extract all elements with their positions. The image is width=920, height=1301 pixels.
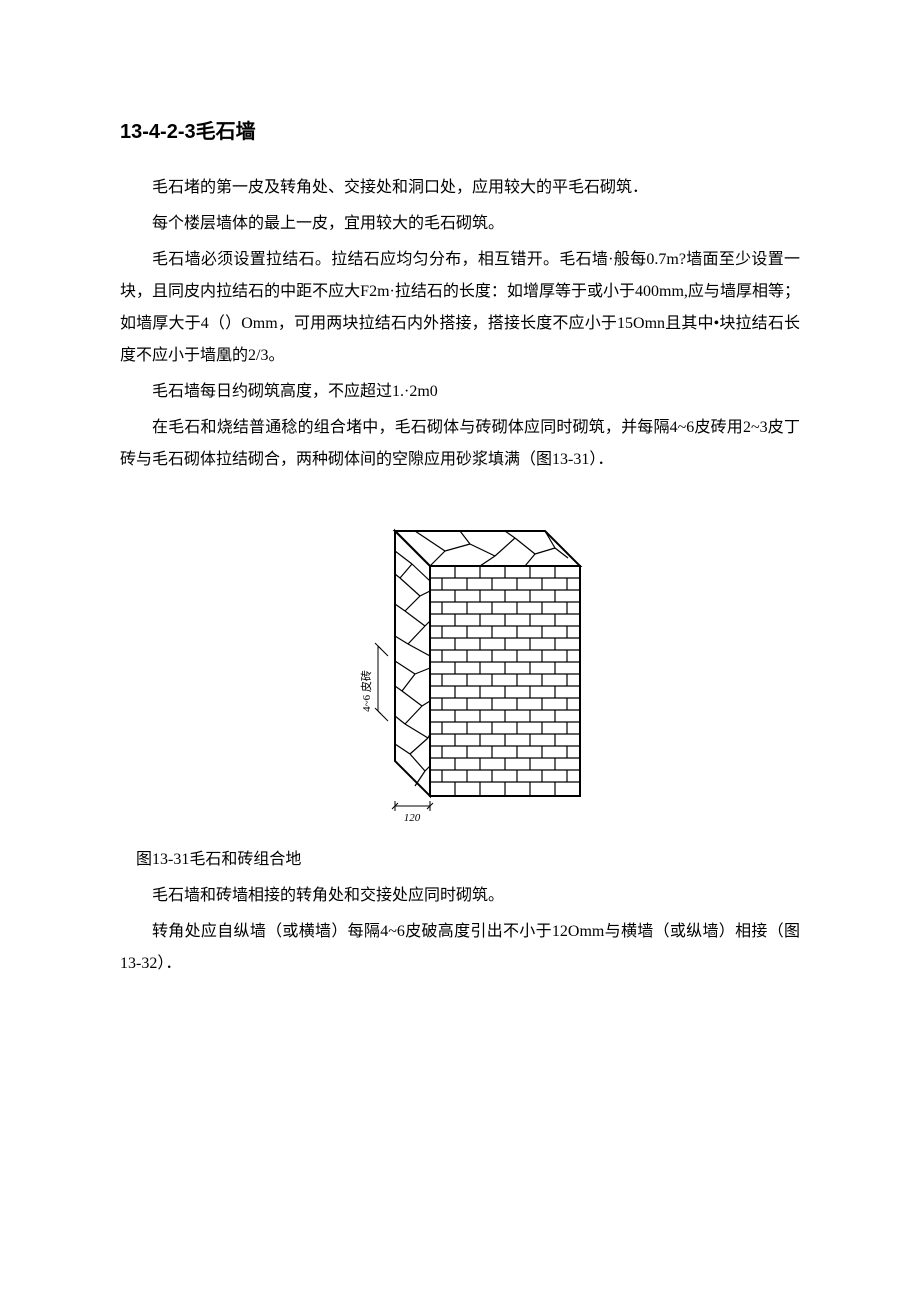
paragraph-2: 每个楼层墙体的最上一皮，宜用较大的毛石砌筑。 (120, 208, 800, 240)
section-heading: 13-4-2-3毛石墙 (120, 115, 800, 144)
paragraph-1: 毛石堵的第一皮及转角处、交接处和洞口处，应用较大的平毛石砌筑． (120, 172, 800, 204)
figure-13-31: 4~6 皮砖 120 (120, 496, 800, 836)
paragraph-5: 在毛石和烧结普通稔的组合堵中，毛石砌体与砖砌体应同时砌筑，并每隔4~6皮砖用2~… (120, 412, 800, 476)
paragraph-7: 转角处应自纵墙（或横墙）每隔4~6皮破高度引出不小于12Omm与横墙（或纵墙）相… (120, 916, 800, 980)
figure-caption-13-31: 图13-31毛石和砖组合地 (120, 844, 800, 876)
paragraph-3: 毛石墙必须设置拉结石。拉结石应均匀分布，相互错开。毛石墙·般每0.7m?墙面至少… (120, 244, 800, 372)
dimension-bottom-label: 120 (404, 812, 421, 824)
wall-diagram-svg: 4~6 皮砖 120 (320, 496, 600, 836)
paragraph-4: 毛石墙每日约砌筑高度，不应超过1.·2m0 (120, 376, 800, 408)
dimension-vertical-label: 4~6 皮砖 (359, 670, 373, 712)
paragraph-6: 毛石墙和砖墙相接的转角处和交接处应同时砌筑。 (120, 880, 800, 912)
